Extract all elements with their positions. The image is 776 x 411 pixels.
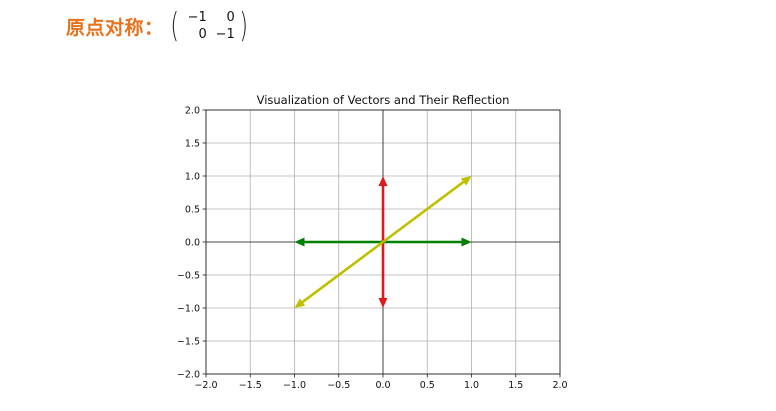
tick-labels: −2.0 −1.5 −1.0 −0.5 0.0 0.5 1.0 1.5 2.0 −2.0 −1.5 −… xyxy=(177,105,568,391)
x-tick-label: 0.5 xyxy=(420,380,435,391)
y-tick-label: −0.5 xyxy=(177,270,200,281)
matrix-right-paren: ) xyxy=(239,6,248,46)
vector-arrow xyxy=(294,237,383,247)
y-tick-label: 0.5 xyxy=(185,204,200,215)
x-tick-label: −1.0 xyxy=(283,380,306,391)
vector-arrow xyxy=(383,237,472,247)
matrix-entry-22: −1 xyxy=(215,27,235,42)
vector-head xyxy=(378,176,388,186)
vector-arrow xyxy=(378,176,388,242)
matrix-entry-11: −1 xyxy=(187,10,207,25)
x-tick-label: −1.5 xyxy=(239,380,262,391)
plot-frame xyxy=(205,109,561,375)
matrix-entry-12: 0 xyxy=(226,10,235,25)
reflection-matrix: ( −1 0 0 −1 ) xyxy=(168,9,251,43)
y-tick-label: 1.5 xyxy=(185,138,200,149)
y-tick-label: −1.5 xyxy=(177,336,200,347)
x-tick-label: −0.5 xyxy=(327,380,350,391)
page-heading: 原点对称： ( −1 0 0 −1 ) xyxy=(66,6,250,46)
y-tick-label: 1.0 xyxy=(185,171,200,182)
vector-shaft xyxy=(382,180,465,244)
vector-head xyxy=(294,237,305,247)
x-tick-label: 1.0 xyxy=(464,380,479,391)
vector-arrow xyxy=(378,242,388,308)
vector-arrow xyxy=(294,240,384,308)
vector-head xyxy=(378,298,388,308)
x-tick-label: 1.5 xyxy=(508,380,523,391)
vector-shaft xyxy=(301,240,384,304)
heading-label: 原点对称： xyxy=(66,16,164,39)
x-tick-label: 0.0 xyxy=(375,380,390,391)
matrix-left-paren: ( xyxy=(169,6,179,46)
matrix-entries: −1 0 0 −1 xyxy=(181,9,237,43)
y-tick-label: 2.0 xyxy=(185,105,200,116)
y-tick-label: 0.0 xyxy=(185,237,200,248)
x-tick-label: 2.0 xyxy=(552,380,567,391)
y-tick-label: −1.0 xyxy=(177,303,200,314)
chart-title: Visualization of Vectors and Their Refle… xyxy=(257,93,510,107)
matrix-entry-21: 0 xyxy=(198,27,207,42)
vector-head xyxy=(461,237,472,247)
vector-head xyxy=(460,176,472,186)
vectors xyxy=(294,176,472,308)
y-tick-label: −2.0 xyxy=(177,369,200,380)
vector-arrow xyxy=(382,176,472,244)
vector-head xyxy=(294,298,306,308)
x-tick-label: −2.0 xyxy=(194,380,217,391)
